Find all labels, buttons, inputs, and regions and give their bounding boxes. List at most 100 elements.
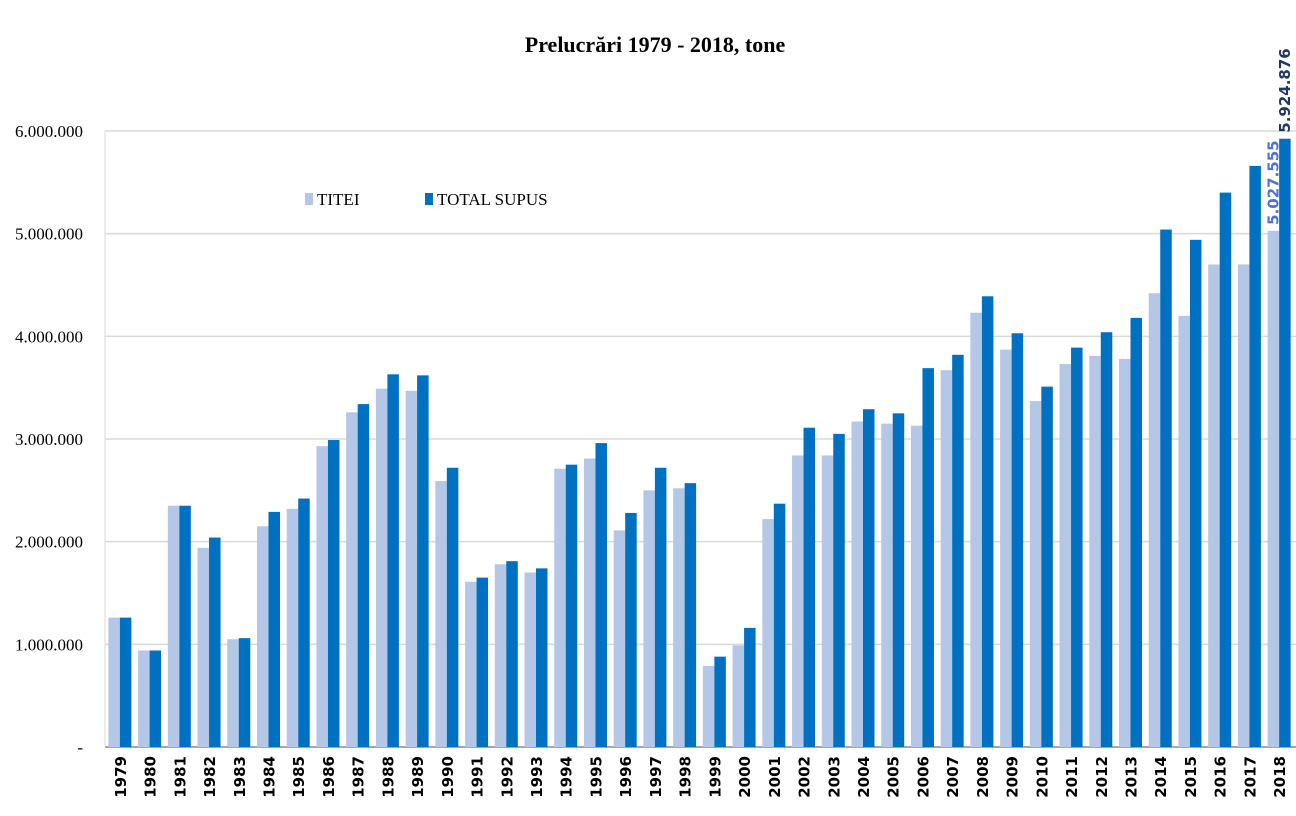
bar [1089, 355, 1101, 747]
bar [702, 665, 715, 747]
value-label: 5.924.876 [1276, 48, 1294, 132]
bar [138, 650, 150, 747]
x-tick-label: 2006 [914, 756, 932, 798]
bar [744, 627, 756, 747]
bar [119, 617, 132, 747]
bar [821, 455, 834, 747]
bar [167, 505, 180, 747]
bar [1219, 192, 1232, 748]
bar [209, 537, 221, 747]
bar [1119, 358, 1131, 747]
bar [643, 490, 655, 747]
x-tick-label: 2014 [1152, 756, 1170, 798]
bar [1237, 264, 1250, 747]
bar [1267, 230, 1280, 747]
bar [108, 617, 120, 747]
x-tick-label: 1983 [231, 756, 249, 798]
legend-swatch [305, 193, 313, 205]
bar [1071, 347, 1083, 747]
bar [446, 467, 459, 747]
bar [1178, 315, 1190, 747]
bar [970, 312, 982, 747]
bar [1029, 401, 1042, 747]
bar [833, 433, 845, 747]
chart-title: Prelucrări 1979 - 2018, tone [525, 32, 786, 57]
bar [625, 512, 637, 747]
x-tick-label: 2003 [825, 756, 843, 798]
bar [565, 464, 578, 747]
bar [910, 425, 923, 747]
bar [357, 404, 370, 747]
x-tick-label: 1985 [290, 756, 308, 798]
bar [256, 526, 269, 747]
x-tick-label: 1980 [142, 756, 160, 798]
bar [654, 467, 667, 747]
bar [149, 650, 162, 747]
x-tick-label: 1996 [617, 756, 635, 798]
bar [316, 446, 328, 747]
bar [792, 455, 804, 747]
bar [346, 412, 358, 747]
x-tick-label: 1982 [201, 756, 219, 798]
bar [1100, 332, 1113, 747]
x-tick-label: 2010 [1033, 756, 1051, 798]
x-tick-label: 2008 [974, 756, 992, 798]
x-tick-label: 1993 [528, 756, 546, 798]
x-tick-label: 1987 [350, 756, 368, 798]
bar [583, 458, 596, 747]
bar [803, 427, 816, 747]
x-tick-label: 1999 [706, 756, 724, 798]
bar [375, 388, 388, 747]
bar [506, 561, 518, 747]
bar [1130, 317, 1143, 747]
bar [762, 519, 774, 747]
bar [417, 375, 429, 747]
x-tick-label: 1979 [112, 756, 130, 798]
bar [892, 413, 905, 747]
x-tick-label: 2007 [944, 756, 962, 798]
bar [1189, 239, 1202, 747]
y-tick-label: - [77, 738, 83, 757]
bar [981, 296, 994, 747]
x-tick-label: 2001 [766, 756, 784, 798]
x-tick-label: 2013 [1123, 756, 1141, 798]
x-tick-label: 1988 [379, 756, 397, 798]
value-label: 5.027.555 [1264, 140, 1282, 224]
bar [1059, 364, 1072, 747]
bar [773, 503, 786, 747]
x-tick-label: 1981 [171, 756, 189, 798]
bar [268, 511, 280, 747]
x-tick-label: 1990 [439, 756, 457, 798]
bar [851, 421, 863, 747]
bar [405, 390, 418, 747]
x-tick-label: 1994 [558, 756, 576, 798]
bar [536, 568, 548, 747]
bar [1000, 349, 1012, 747]
bar [613, 530, 626, 747]
bar [714, 656, 726, 747]
x-tick-label: 2018 [1271, 756, 1289, 798]
x-tick-label: 2011 [1063, 756, 1081, 798]
bar [1208, 264, 1220, 747]
bar [227, 639, 239, 747]
bar [732, 645, 745, 747]
bar [673, 488, 685, 747]
bar [327, 440, 340, 747]
bar [1279, 138, 1291, 747]
x-tick-label: 1989 [409, 756, 427, 798]
x-tick-label: 2004 [855, 756, 873, 798]
x-tick-label: 2012 [1093, 756, 1111, 798]
bar [595, 443, 607, 747]
bar [952, 354, 964, 747]
bar [1041, 386, 1053, 747]
x-tick-label: 1984 [260, 756, 278, 798]
bar [179, 505, 191, 747]
bar [238, 638, 251, 747]
bar [554, 468, 566, 747]
x-tick-label: 1998 [677, 756, 695, 798]
x-tick-label: 2009 [1004, 756, 1022, 798]
x-tick-label: 1991 [469, 756, 487, 798]
bar [197, 547, 210, 747]
